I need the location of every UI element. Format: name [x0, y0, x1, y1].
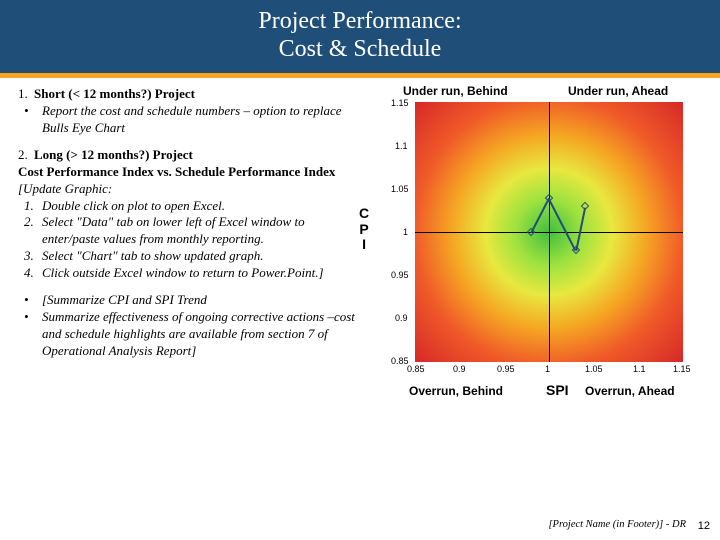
- title-line-2: Cost & Schedule: [279, 36, 442, 62]
- sec2-update: [Update Graphic:: [18, 181, 357, 198]
- quadrant-bottom-left: Overrun, Behind: [409, 384, 503, 398]
- xtick: 1.1: [633, 364, 646, 374]
- ytick: 1.05: [391, 184, 409, 194]
- bullet-mark: •: [24, 309, 29, 326]
- ylab-p: P: [359, 222, 369, 237]
- ylab-i: I: [359, 237, 369, 252]
- bullet-mark: •: [24, 103, 29, 120]
- sec2-step2: Select "Data" tab on lower left of Excel…: [42, 214, 305, 246]
- sec1-bullet: • Report the cost and schedule numbers – …: [18, 103, 357, 137]
- y-axis-label: C P I: [359, 206, 369, 252]
- bullet-mark: •: [24, 292, 29, 309]
- quadrant-bottom-right: Overrun, Ahead: [585, 384, 675, 398]
- ytick: 1.15: [391, 98, 409, 108]
- section-2: 2.Long (> 12 months?) Project Cost Perfo…: [18, 147, 357, 282]
- ytick: 1.1: [395, 141, 408, 151]
- sec2-num: 2.: [18, 147, 34, 164]
- n2: 2.: [24, 214, 34, 231]
- ytick: 0.85: [391, 356, 409, 366]
- section-1: 1.Short (< 12 months?) Project • Report t…: [18, 86, 357, 137]
- ytick: 0.95: [391, 270, 409, 280]
- sec2-sub: Cost Performance Index vs. Schedule Perf…: [18, 164, 357, 181]
- sec2-step1: Double click on plot to open Excel.: [42, 198, 225, 213]
- xtick: 1.05: [585, 364, 603, 374]
- xtick: 0.9: [453, 364, 466, 374]
- quadrant-top-left: Under run, Behind: [403, 84, 508, 98]
- chart-box: 1.15 1.1 1.05 1 0.95 0.9 0.85 0.85 0.9 0…: [383, 102, 683, 380]
- page-number: 12: [698, 520, 710, 532]
- sec2-step3: Select "Chart" tab to show updated graph…: [42, 248, 263, 263]
- sec3-line2: Summarize effectiveness of ongoing corre…: [42, 309, 355, 358]
- sec2-step4: Click outside Excel window to return to …: [42, 265, 324, 280]
- sec3-line1: [Summarize CPI and SPI Trend: [42, 292, 207, 307]
- n3: 3.: [24, 248, 34, 265]
- n1: 1.: [24, 198, 34, 215]
- ylab-c: C: [359, 206, 369, 221]
- left-text-column: 1.Short (< 12 months?) Project •Report t…: [18, 86, 363, 369]
- title-band: Project Performance: Cost & Schedule: [0, 0, 720, 73]
- xtick: 1: [545, 364, 550, 374]
- center-horizontal-line: [415, 232, 683, 233]
- quadrant-top-right: Under run, Ahead: [568, 84, 668, 98]
- ytick: 1: [403, 227, 408, 237]
- bullseye-plot: [415, 102, 683, 362]
- ytick: 0.9: [395, 313, 408, 323]
- xtick: 1.15: [673, 364, 691, 374]
- xtick: 0.95: [497, 364, 515, 374]
- content-area: 1.Short (< 12 months?) Project •Report t…: [0, 78, 720, 369]
- n4: 4.: [24, 265, 34, 282]
- sec1-num: 1.: [18, 86, 34, 103]
- sec1-head: Short (< 12 months?) Project: [34, 86, 195, 101]
- sec1-bullet-text: Report the cost and schedule numbers – o…: [42, 103, 342, 135]
- title-line-1: Project Performance:: [258, 8, 461, 34]
- xtick: 0.85: [407, 364, 425, 374]
- footer-note: [Project Name (in Footer)] - DR: [548, 519, 686, 530]
- slide-title: Project Performance: Cost & Schedule: [0, 8, 720, 63]
- x-axis-label: SPI: [546, 382, 569, 398]
- sec2-head: Long (> 12 months?) Project: [34, 147, 193, 162]
- chart-area: Under run, Behind Under run, Ahead C P I…: [363, 86, 712, 369]
- section-3: • [Summarize CPI and SPI Trend • Summarize…: [18, 292, 357, 360]
